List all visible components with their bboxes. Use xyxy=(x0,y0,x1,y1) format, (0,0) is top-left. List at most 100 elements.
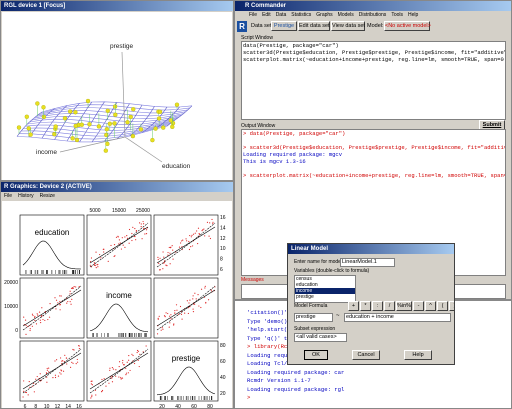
help-button[interactable]: Help xyxy=(404,350,432,360)
panel xyxy=(19,214,85,276)
variable-item[interactable]: prestige xyxy=(296,294,314,300)
plot-background xyxy=(2,12,232,180)
point xyxy=(96,124,102,129)
operator-button[interactable]: %in% xyxy=(396,301,412,311)
point xyxy=(79,122,84,127)
tick-label: 8 xyxy=(220,257,223,263)
tick-label: 80 xyxy=(207,404,213,408)
view-dataset-button[interactable]: View data set xyxy=(331,21,365,31)
point xyxy=(156,333,159,335)
point xyxy=(109,369,111,371)
point xyxy=(24,114,29,119)
point xyxy=(157,109,163,114)
point xyxy=(142,223,145,225)
point xyxy=(168,118,174,123)
variable-item[interactable]: education xyxy=(296,282,318,288)
point xyxy=(62,360,64,362)
point xyxy=(91,380,93,382)
title-bar: R Graphics: Device 2 (ACTIVE) xyxy=(1,182,233,192)
rgl-plot: prestige income education xyxy=(2,12,232,180)
output-window[interactable]: > data(Prestige, package="car") > scatter… xyxy=(241,129,506,276)
point xyxy=(139,353,141,355)
point xyxy=(165,264,167,266)
point xyxy=(78,286,80,288)
tick-label: 14 xyxy=(220,225,226,231)
point xyxy=(101,389,104,392)
tick-label: 10 xyxy=(44,404,50,408)
point xyxy=(78,345,80,347)
operator-button[interactable]: + xyxy=(348,301,359,311)
point xyxy=(33,316,36,318)
variable-item[interactable]: census xyxy=(296,276,312,282)
operator-button[interactable]: ) xyxy=(449,301,454,311)
point xyxy=(126,235,128,237)
point xyxy=(132,354,134,357)
name-label: Enter name for model: xyxy=(294,259,344,265)
point xyxy=(46,376,48,378)
point xyxy=(95,267,97,269)
point xyxy=(39,319,41,321)
variables-list[interactable]: census education income prestige xyxy=(294,275,356,303)
menu-item: History xyxy=(18,193,34,199)
panel xyxy=(153,277,219,339)
edit-dataset-button[interactable]: Edit data set xyxy=(298,21,330,31)
tick-label: 5000 xyxy=(89,208,100,214)
point xyxy=(212,221,214,223)
point xyxy=(157,317,159,319)
point xyxy=(36,313,38,315)
point xyxy=(90,383,92,385)
point xyxy=(103,251,105,253)
model-name-field[interactable]: LinearModel.1 xyxy=(340,258,395,267)
lhs-field[interactable]: prestige xyxy=(294,313,333,322)
point xyxy=(188,248,191,251)
point xyxy=(137,359,139,361)
point xyxy=(39,321,42,324)
script-window[interactable]: data(Prestige, package="car") scatter3d(P… xyxy=(241,41,506,120)
regression-line xyxy=(156,289,216,327)
point xyxy=(189,299,191,301)
point xyxy=(121,237,123,239)
point xyxy=(69,366,72,368)
ok-button[interactable]: OK xyxy=(304,350,328,360)
cancel-button[interactable]: Cancel xyxy=(352,350,380,360)
r-logo: R xyxy=(237,21,247,32)
point xyxy=(55,308,57,310)
point xyxy=(46,381,48,383)
point xyxy=(170,124,175,129)
tick-label: 20 xyxy=(220,391,226,397)
point xyxy=(128,359,130,361)
subset-field[interactable]: <all valid cases> xyxy=(294,333,347,342)
operator-button[interactable]: / xyxy=(384,301,395,311)
model-button[interactable]: <No active model> xyxy=(384,21,431,31)
operator-button[interactable]: ( xyxy=(437,301,448,311)
scatterplot-matrix: education income prestige 5000 15000 25000 0 10… xyxy=(2,201,232,408)
point xyxy=(23,390,25,392)
point xyxy=(112,121,117,126)
point xyxy=(41,307,43,309)
operator-button[interactable]: * xyxy=(360,301,371,311)
point xyxy=(194,232,196,234)
output-line: This is mgcv 1.3-16 xyxy=(243,158,306,165)
variable-label: prestige xyxy=(172,354,201,363)
point xyxy=(153,126,158,131)
point xyxy=(169,322,171,324)
title-bar: R Commander xyxy=(235,1,511,11)
rhs-field[interactable]: education + income xyxy=(344,313,451,322)
point xyxy=(143,228,145,230)
dataset-button[interactable]: Prestige xyxy=(271,21,297,31)
point xyxy=(135,230,138,232)
operator-buttons: +*:/%in%-^() xyxy=(348,301,454,311)
operator-button[interactable]: - xyxy=(413,301,424,311)
operator-button[interactable]: : xyxy=(372,301,383,311)
point xyxy=(191,245,194,247)
variable-item[interactable]: income xyxy=(295,288,355,294)
point xyxy=(198,233,200,235)
point xyxy=(174,312,176,314)
point xyxy=(129,369,131,372)
operator-button[interactable]: ^ xyxy=(425,301,436,311)
output-line: > scatter3d(Prestige$education, Prestige… xyxy=(243,144,506,151)
regression-line xyxy=(89,226,149,264)
point xyxy=(66,302,68,304)
point xyxy=(192,308,194,310)
point xyxy=(204,287,206,289)
